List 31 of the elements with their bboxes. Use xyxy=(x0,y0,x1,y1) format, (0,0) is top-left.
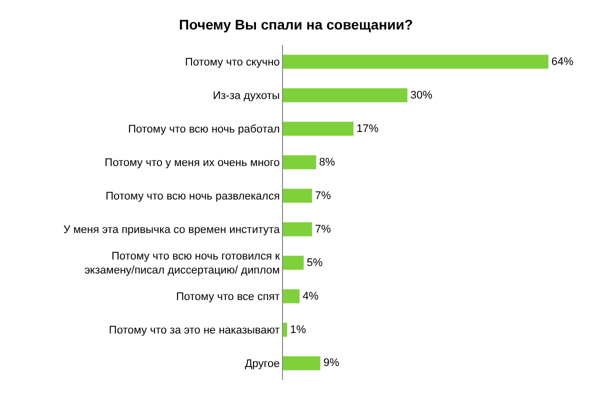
y-tick-label: Потому что скучно xyxy=(185,56,280,69)
data-label: 9% xyxy=(323,357,340,370)
bar xyxy=(283,155,316,170)
bar xyxy=(283,122,354,136)
data-label: 17% xyxy=(356,122,379,135)
y-tick-label: Потому что всю ночь развлекался xyxy=(106,190,280,203)
y-tick-label: Потому что у меня их очень много xyxy=(104,157,280,170)
bar xyxy=(283,54,548,69)
data-label: 7% xyxy=(315,223,332,236)
data-label: 30% xyxy=(410,89,433,102)
data-label: 7% xyxy=(315,190,332,202)
y-tick-label: Потому что всю ночь работал xyxy=(128,124,280,136)
data-label: 8% xyxy=(319,156,336,168)
y-tick-label: Потому что за это не наказывают xyxy=(108,324,280,337)
data-label: 5% xyxy=(306,256,323,269)
y-tick-label: Другое xyxy=(244,358,280,370)
bar xyxy=(283,256,304,270)
bar xyxy=(283,289,300,304)
bar xyxy=(283,188,312,203)
y-tick-label: Потому что все спят xyxy=(176,291,280,304)
bar xyxy=(283,222,312,236)
y-tick-label: Потому что всю ночь готовился к экзамену/писал диссертацию/ диплом xyxy=(84,250,280,277)
chart-title: Почему Вы спали на совещании? xyxy=(179,16,413,33)
bar xyxy=(283,356,320,370)
y-tick-label: Из-за духоты xyxy=(212,90,280,102)
bar xyxy=(283,88,408,102)
data-label: 1% xyxy=(290,324,306,336)
data-label: 4% xyxy=(302,290,319,302)
bar xyxy=(283,322,288,337)
data-label: 64% xyxy=(551,56,574,68)
y-tick-label: У меня эта привычка со времен института xyxy=(63,224,281,236)
